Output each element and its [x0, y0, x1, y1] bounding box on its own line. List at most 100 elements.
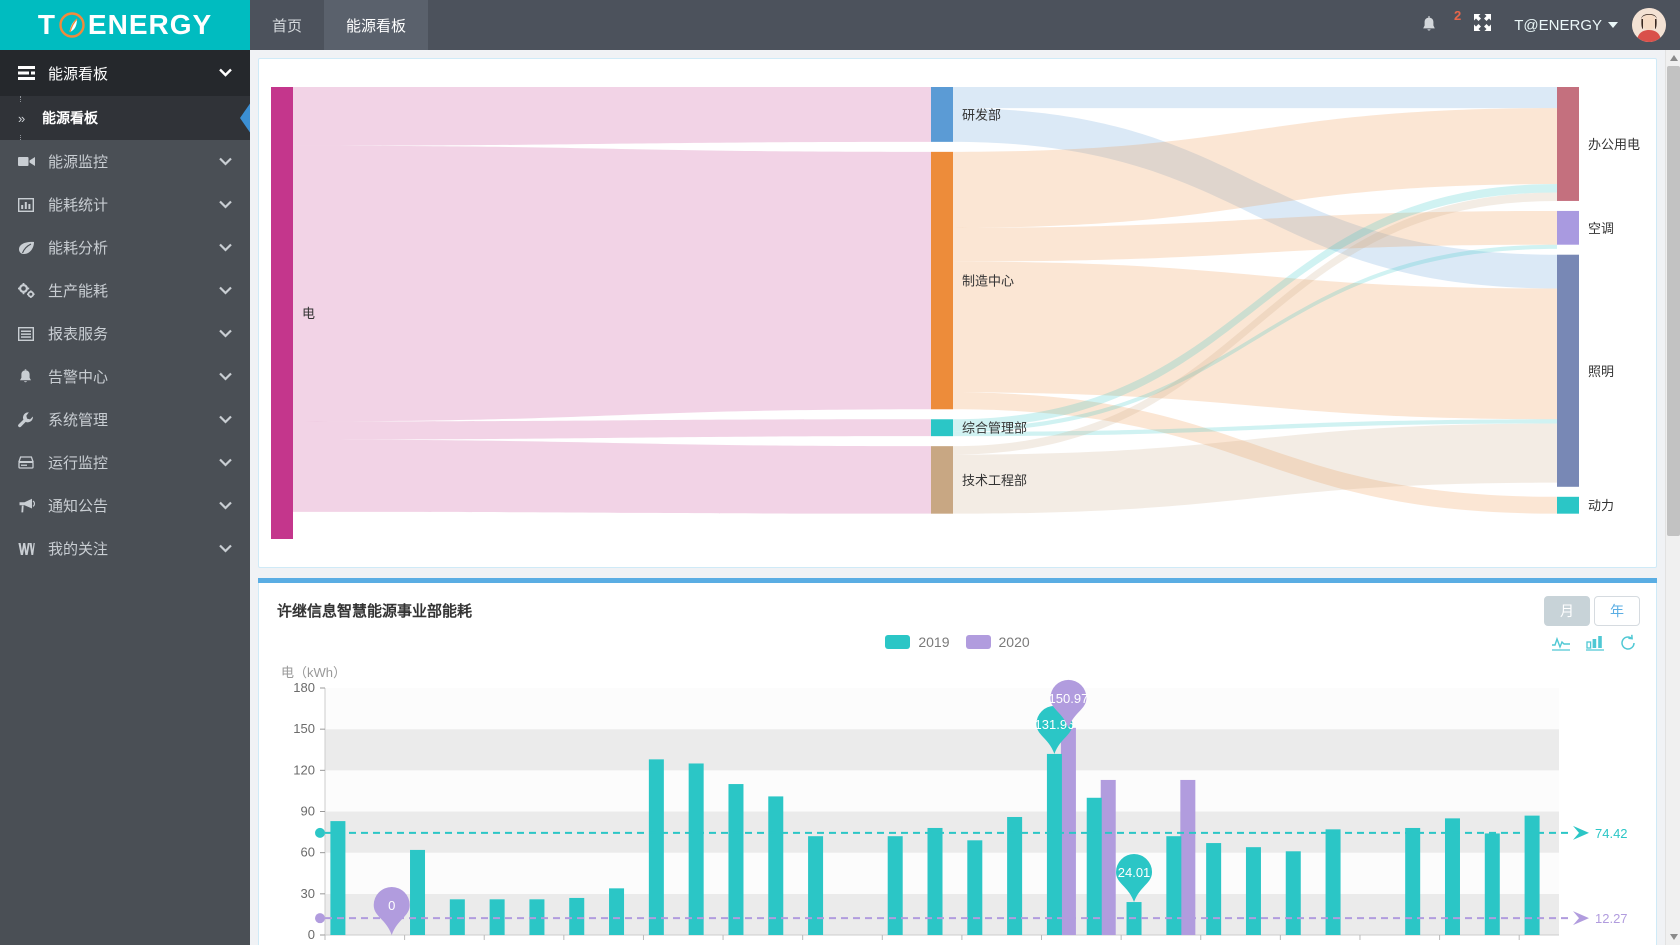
sankey-link[interactable] [953, 184, 1557, 428]
sankey-node-label: 技术工程部 [962, 473, 1027, 488]
chevron-down-icon [219, 327, 232, 341]
sankey-link[interactable] [293, 145, 931, 422]
refresh-icon[interactable] [1619, 634, 1638, 657]
sankey-link[interactable] [293, 87, 931, 146]
bar-2019[interactable] [449, 899, 465, 935]
sankey-link[interactable] [293, 419, 931, 440]
chevron-down-icon [219, 499, 232, 513]
sankey-link[interactable] [293, 439, 931, 514]
svg-text:24.01: 24.01 [1118, 865, 1151, 880]
legend-item-2020[interactable]: 2020 [965, 634, 1030, 650]
bar-2019[interactable] [569, 897, 585, 935]
fullscreen-button[interactable] [1451, 13, 1514, 37]
sankey-node[interactable] [1557, 210, 1579, 245]
sidebar-item-5[interactable]: 报表服务 [0, 312, 250, 355]
legend-swatch [885, 635, 911, 649]
sankey-link[interactable] [953, 423, 1557, 514]
sidebar-item-energy-board[interactable]: » 能源看板 [0, 102, 250, 134]
bar-2019[interactable] [1325, 829, 1341, 935]
chevron-down-icon [219, 155, 232, 169]
brand-logo[interactable]: T ENERGY [0, 0, 250, 50]
bar-2019[interactable] [529, 899, 545, 935]
bar-2019[interactable] [1524, 815, 1540, 935]
bar-2019[interactable] [887, 836, 903, 935]
bar-2019[interactable] [410, 849, 426, 935]
sidebar-group-energy-board[interactable]: 能源看板 [0, 50, 250, 96]
sankey-link[interactable] [953, 419, 1557, 437]
scrollbar-thumb[interactable] [1667, 66, 1680, 536]
sidebar-item-7[interactable]: 系统管理 [0, 398, 250, 441]
legend-item-2019[interactable]: 2019 [885, 634, 950, 650]
sankey-link[interactable] [953, 87, 1557, 109]
bar-chart-icon[interactable] [1585, 634, 1605, 657]
bar-2019[interactable] [927, 827, 943, 935]
bar-2019[interactable] [1086, 797, 1102, 935]
bar-2019[interactable] [1405, 827, 1421, 935]
sidebar-item-3[interactable]: 能耗分析 [0, 226, 250, 269]
bar-2019[interactable] [728, 784, 744, 935]
user-menu[interactable]: T@ENERGY [1514, 17, 1632, 34]
top-nav: 首页 能源看板 [250, 0, 429, 50]
sankey-link[interactable] [953, 392, 1557, 514]
bar-chart-plot[interactable]: 0 30 60 90 120 150 180 74.42 12.27 131.96 150.97 24… [259, 678, 1656, 945]
sankey-link[interactable] [953, 108, 1557, 228]
sankey-link[interactable] [953, 261, 1557, 420]
bar-2019[interactable] [967, 840, 983, 935]
bar-2020[interactable] [1100, 779, 1116, 935]
wrench-icon [18, 411, 40, 428]
bar-2019[interactable] [808, 836, 824, 935]
sankey-link[interactable] [953, 210, 1557, 262]
period-month-button[interactable]: 月 [1544, 596, 1590, 626]
bar-2019[interactable] [1046, 753, 1062, 935]
sankey-node[interactable] [1557, 496, 1579, 514]
y-axis-tick-label: 0 [308, 927, 315, 942]
bar-2019[interactable] [688, 763, 704, 935]
sidebar-item-1[interactable]: 能源监控 [0, 140, 250, 183]
sankey-node[interactable] [1557, 87, 1579, 201]
chevron-down-icon [219, 241, 232, 255]
sidebar-item-10[interactable]: 我的关注 [0, 527, 250, 570]
sankey-diagram[interactable]: 电 研发部 制造中心 综合管理部 技术工程部 办公用电 空调 照明 动力 [259, 59, 1656, 567]
sankey-link[interactable] [953, 192, 1557, 455]
bar-2019[interactable] [1444, 818, 1460, 935]
sankey-node[interactable] [931, 151, 953, 410]
sidebar-item-2[interactable]: 能耗统计 [0, 183, 250, 226]
sankey-node[interactable] [271, 87, 293, 539]
tab-energy-board[interactable]: 能源看板 [324, 0, 429, 50]
bar-2019[interactable] [1166, 836, 1182, 935]
sidebar-item-label: 能源监控 [48, 154, 109, 171]
bar-2019[interactable] [1484, 833, 1500, 935]
period-year-button[interactable]: 年 [1594, 596, 1640, 626]
scroll-up-icon[interactable] [1666, 50, 1680, 66]
bar-2019[interactable] [1206, 843, 1222, 935]
sankey-node[interactable] [931, 87, 953, 142]
bar-2019[interactable] [648, 759, 664, 935]
sidebar-item-8[interactable]: 运行监控 [0, 441, 250, 484]
vertical-scrollbar[interactable] [1665, 50, 1680, 945]
bar-2019[interactable] [1007, 816, 1023, 935]
sankey-node[interactable] [931, 419, 953, 437]
sidebar-item-4[interactable]: 生产能耗 [0, 269, 250, 312]
sankey-node[interactable] [931, 446, 953, 514]
bar-2019[interactable] [1245, 847, 1261, 935]
server-icon [18, 456, 40, 469]
bar-2019[interactable] [768, 796, 784, 935]
y-axis-tick-label: 30 [301, 886, 315, 901]
marker-min-2019: 24.01 [1116, 854, 1153, 903]
scroll-down-icon[interactable] [1666, 929, 1680, 945]
notification-button[interactable]: 2 [1407, 8, 1461, 34]
sankey-link[interactable] [953, 108, 1557, 289]
tab-home[interactable]: 首页 [272, 17, 303, 35]
sidebar-item-6[interactable]: 告警中心 [0, 355, 250, 398]
line-chart-icon[interactable] [1551, 634, 1571, 657]
sidebar-item-9[interactable]: 通知公告 [0, 484, 250, 527]
bar-2019[interactable] [1285, 851, 1301, 935]
bar-2019[interactable] [489, 899, 505, 935]
avatar[interactable] [1632, 8, 1666, 42]
sankey-node[interactable] [1557, 254, 1579, 487]
bar-2019[interactable] [330, 821, 346, 935]
sankey-link[interactable] [953, 244, 1557, 432]
bar-2019[interactable] [609, 888, 625, 935]
bar-2020[interactable] [1180, 779, 1196, 935]
bar-2020[interactable] [1060, 727, 1076, 935]
